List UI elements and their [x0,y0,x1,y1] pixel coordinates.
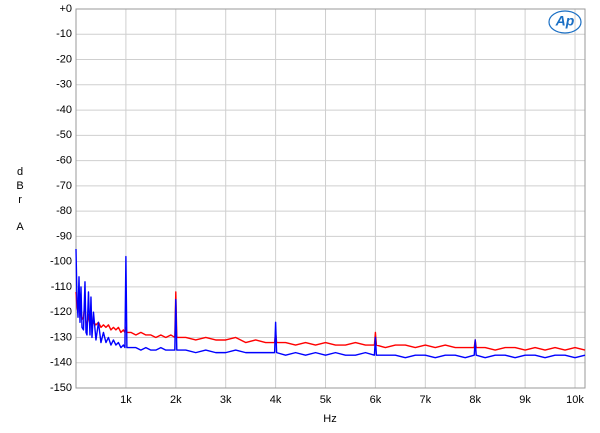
y-tick-label: -140 [50,357,72,369]
plot-frame [75,8,586,389]
y-axis-unit: A [16,221,24,233]
y-tick-label: -110 [51,281,72,293]
x-tick-label: 4k [270,394,282,406]
y-tick-label: -100 [50,256,72,268]
y-tick-label: -40 [56,104,72,116]
x-axis-label: Hz [323,413,336,425]
y-tick-label: -60 [56,155,72,167]
grid [76,8,585,389]
y-tick-label: -120 [50,306,72,318]
x-tick-label: 2k [170,394,182,406]
logo-ring [548,10,582,34]
logo: Ap [555,13,575,29]
y-tick-label: -50 [56,129,72,141]
y-axis-label: dBr [14,166,26,208]
x-tick-label: 1k [120,394,132,406]
y-tick-label: -90 [56,230,72,242]
x-tick-label: 7k [420,394,432,406]
y-tick-label: -70 [56,180,72,192]
x-tick-label: 10k [566,394,584,406]
y-tick-label: -10 [56,28,72,40]
y-tick-label: +0 [59,3,72,15]
y-tick-label: -80 [56,205,72,217]
x-tick-label: 5k [320,394,332,406]
series-line [75,249,586,359]
x-tick-label: 3k [220,394,232,406]
y-tick-label: -20 [56,53,72,65]
x-tick-label: 6k [370,394,382,406]
x-tick-label: 9k [519,394,531,406]
y-tick-label: -130 [50,331,72,343]
y-tick-label: -150 [50,382,72,394]
x-tick-label: 8k [469,394,481,406]
y-tick-label: -30 [56,79,72,91]
series-group [75,249,586,359]
